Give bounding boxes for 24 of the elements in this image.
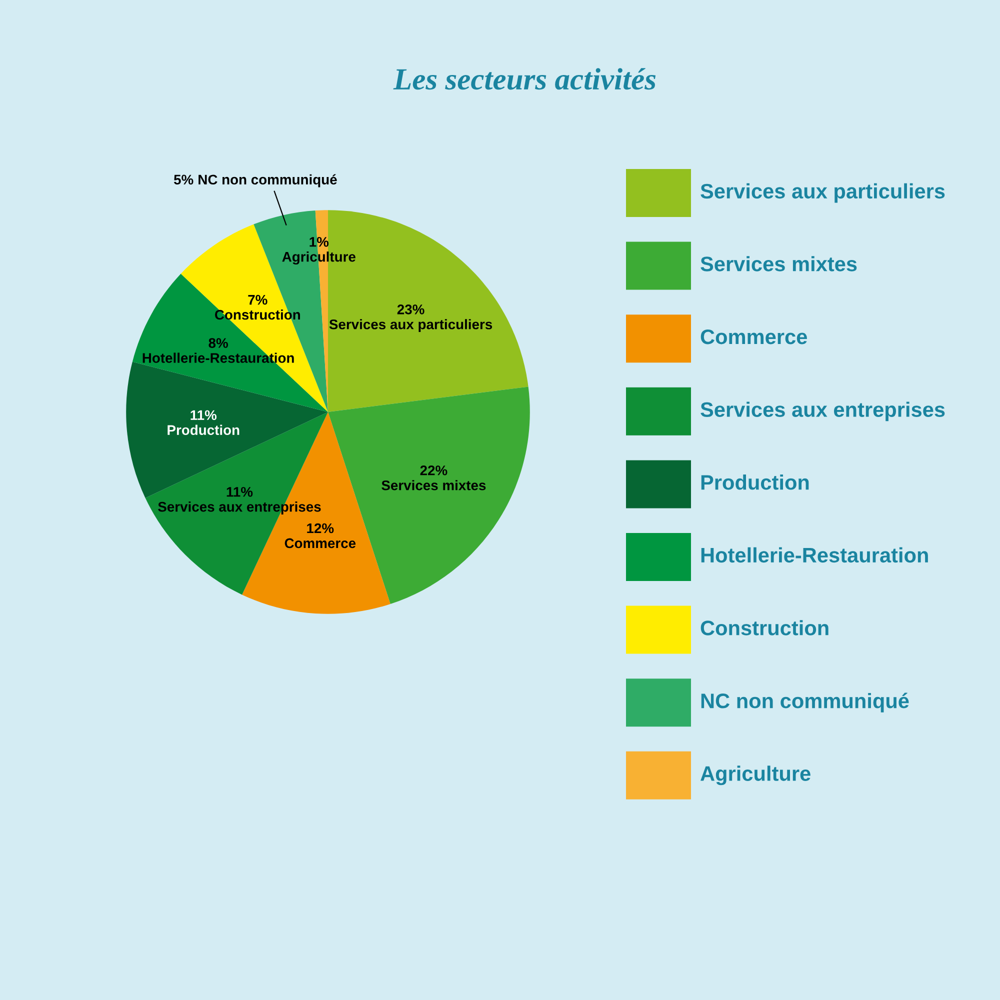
legend-label: Hotellerie-Restauration [701,547,928,563]
legend-label: Services mixtes [700,256,857,272]
data-label: 8% [208,338,228,348]
data-label: 11% [190,410,217,420]
legend-label: Agriculture [700,766,810,786]
slice-label: Production [168,424,240,435]
slice-label: NC non communiqué [198,174,337,188]
legend-label: Services aux particuliers [700,183,945,203]
legend-label: Production [701,474,809,490]
slice-label: Commerce [284,538,356,548]
slice-label: Services aux particuliers [329,319,492,332]
chart-title: Les secteurs activités [393,68,656,90]
legend-label: Services aux entreprises [700,402,945,422]
legend-label: NC non communiqué [701,692,909,712]
data-label: 12% [307,523,334,534]
data-label: 22% [420,465,448,476]
legend-label: Commerce [700,329,807,344]
slice-label: Services mixtes [382,480,486,490]
legend-label: Construction [700,620,828,636]
data-label: 11% [226,486,253,497]
slice-label: Agriculture [282,252,356,265]
data-label: 7% [248,294,268,305]
data-label: 5% [174,174,194,185]
data-label: 23% [397,304,424,314]
